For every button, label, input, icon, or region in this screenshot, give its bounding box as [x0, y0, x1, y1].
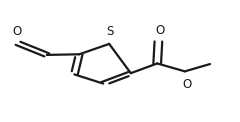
Text: O: O [12, 25, 21, 38]
Text: S: S [107, 25, 114, 38]
Text: O: O [155, 24, 164, 37]
Text: O: O [183, 78, 192, 91]
